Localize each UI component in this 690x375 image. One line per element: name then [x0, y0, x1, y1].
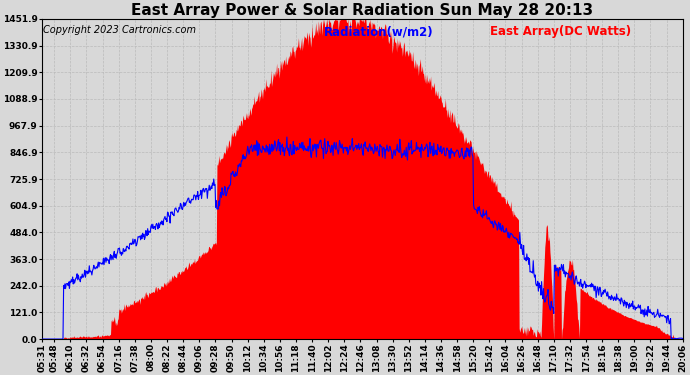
- Text: Copyright 2023 Cartronics.com: Copyright 2023 Cartronics.com: [43, 26, 196, 35]
- Title: East Array Power & Solar Radiation Sun May 28 20:13: East Array Power & Solar Radiation Sun M…: [131, 3, 593, 18]
- Text: East Array(DC Watts): East Array(DC Watts): [491, 26, 631, 38]
- Text: Radiation(w/m2): Radiation(w/m2): [324, 26, 433, 38]
